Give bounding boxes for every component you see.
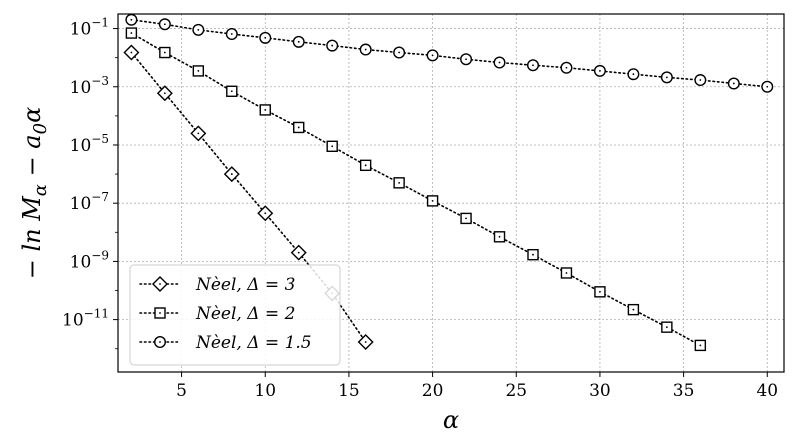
marker-center-dot — [230, 33, 233, 35]
x-tick-label: 15 — [338, 381, 360, 401]
x-tick-label: 25 — [505, 381, 527, 401]
x-tick-label: 40 — [756, 381, 778, 401]
marker-center-dot — [264, 36, 267, 39]
tick-layer: 5 10 15 20 25 30 35 40 10−1 10−3 10−5 10−7 10−9 10−11 — [62, 16, 778, 401]
marker-center-dot — [632, 308, 635, 311]
y-tick-label: 10−5 — [70, 132, 109, 156]
marker-center-dot — [465, 58, 467, 61]
x-tick-label: 20 — [422, 381, 444, 401]
marker-center-dot — [498, 61, 501, 64]
marker-center-dot — [163, 51, 166, 54]
axis-label-layer: α − ln Mα − a0α — [18, 107, 459, 434]
x-tick-label: 30 — [589, 381, 611, 401]
marker-center-dot — [364, 164, 367, 167]
marker-center-dot — [732, 82, 735, 85]
marker-center-dot — [297, 126, 300, 129]
x-tick-label: 5 — [176, 381, 187, 401]
y-tick-label: 10−7 — [70, 190, 109, 214]
marker-center-dot — [565, 66, 568, 69]
marker-center-dot — [297, 251, 300, 254]
marker-center-dot — [331, 145, 334, 148]
marker-center-dot — [163, 92, 166, 95]
marker-center-dot — [665, 326, 668, 329]
marker-center-dot — [599, 290, 601, 293]
marker-center-dot — [364, 341, 367, 343]
legend-label: Nèel, Δ = 1.5 — [195, 333, 312, 353]
marker-center-dot — [230, 173, 233, 175]
marker-center-dot — [264, 212, 267, 215]
marker-center-dot — [431, 199, 434, 202]
y-axis-label: − ln Mα − a0α — [18, 107, 51, 280]
marker-center-dot — [699, 79, 702, 81]
marker-center-dot — [197, 70, 200, 72]
marker-center-dot — [297, 40, 300, 43]
legend-entry: Nèel, Δ = 1.5 — [139, 333, 312, 353]
series-layer — [123, 13, 774, 352]
marker-center-dot — [699, 344, 702, 347]
marker-center-dot — [130, 18, 133, 21]
series-square — [125, 27, 707, 352]
y-tick-label: 10−3 — [70, 74, 109, 98]
marker-center-dot — [532, 64, 534, 67]
y-tick-label: 10−9 — [70, 248, 109, 272]
marker-center-dot — [230, 90, 233, 93]
marker-center-dot — [197, 28, 200, 31]
legend-box — [129, 264, 341, 366]
y-tick-label: 10−11 — [62, 307, 109, 331]
marker-center-dot — [264, 109, 267, 111]
marker-center-dot — [159, 283, 161, 285]
marker-center-dot — [364, 48, 367, 51]
marker-center-dot — [465, 217, 467, 220]
legend-label: Nèel, Δ = 3 — [195, 275, 295, 295]
marker-center-dot — [398, 51, 401, 54]
x-tick-label: 35 — [673, 381, 695, 401]
marker-center-dot — [163, 23, 166, 26]
legend: Nèel, Δ = 3 Nèel, Δ = 2 Nèel, Δ = 1.5 — [129, 264, 341, 366]
marker-center-dot — [331, 44, 334, 47]
marker-center-dot — [532, 253, 534, 256]
y-tick-label: 10−1 — [70, 16, 109, 40]
marker-center-dot — [130, 32, 133, 34]
marker-center-dot — [766, 85, 769, 88]
marker-center-dot — [398, 181, 401, 184]
plot-frame — [117, 13, 785, 373]
legend-entry: Nèel, Δ = 2 — [139, 304, 295, 324]
marker-center-dot — [431, 54, 434, 57]
legend-entry: Nèel, Δ = 3 — [139, 275, 295, 295]
marker-center-dot — [632, 73, 635, 76]
legend-label: Nèel, Δ = 2 — [195, 304, 295, 324]
marker-center-dot — [498, 235, 501, 238]
grid-layer — [118, 14, 784, 372]
series-circle — [125, 13, 774, 93]
x-axis-label: α — [443, 406, 459, 434]
marker-center-dot — [159, 312, 161, 314]
marker-center-dot — [565, 272, 568, 274]
x-tick-label: 10 — [254, 381, 276, 401]
marker-center-dot — [665, 76, 668, 79]
marker-center-dot — [159, 341, 161, 343]
marker-center-dot — [197, 132, 200, 135]
marker-center-dot — [599, 70, 601, 72]
marker-center-dot — [130, 51, 133, 54]
